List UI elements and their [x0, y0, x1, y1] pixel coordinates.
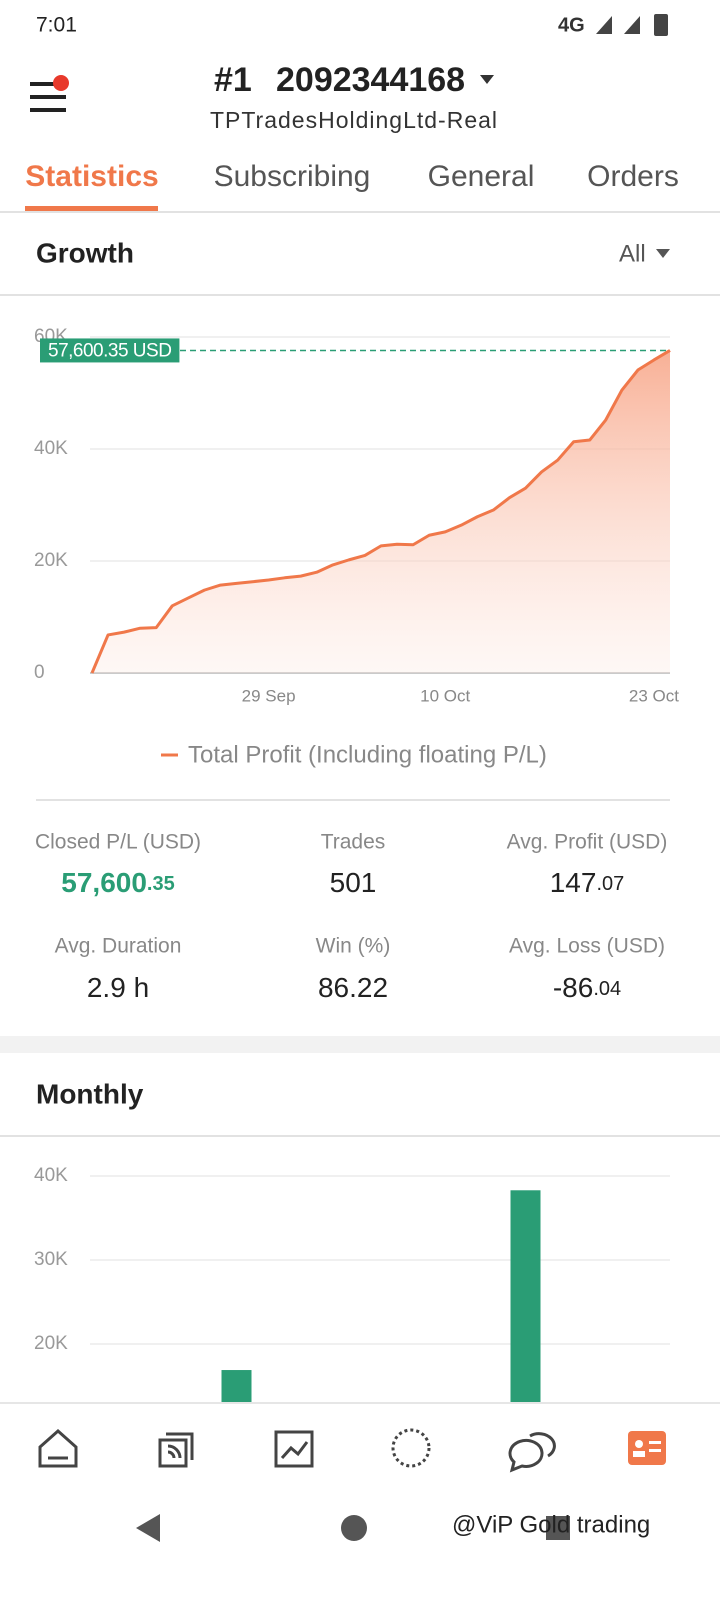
x-tick-label: 23 Oct [629, 686, 679, 705]
section-gap [0, 1036, 720, 1053]
stat-value: 147.07 [550, 867, 625, 898]
dropdown-arrow[interactable] [656, 249, 670, 258]
tab[interactable]: Subscribing [214, 160, 371, 193]
stat-value: 57,600.35 [61, 867, 174, 898]
stat-value-main: 2.9 h [87, 972, 149, 1003]
x-tick-label: 29 Sep [242, 686, 296, 705]
stat-value-fraction: .07 [596, 873, 624, 895]
line [90, 349, 671, 674]
stat-value-main: 86.22 [318, 972, 388, 1003]
tab[interactable]: General [428, 160, 535, 193]
account-rank: #1 [214, 61, 252, 99]
tab[interactable]: Statistics [25, 160, 158, 193]
server-name: TPTradesHoldingLtd-Real [210, 107, 498, 133]
nav-charts[interactable] [274, 1430, 314, 1468]
system-recents[interactable] [546, 1516, 570, 1540]
tab[interactable]: Orders [587, 160, 679, 193]
x-tick-label: 10 Oct [420, 686, 470, 705]
tab-indicator [25, 206, 158, 211]
dropdown-arrow[interactable] [480, 75, 494, 84]
stat-value: 86.22 [318, 972, 388, 1003]
stat-value-main: -86 [553, 972, 593, 1003]
stat-label: Trades [321, 831, 386, 854]
stat-value-fraction: .35 [147, 873, 175, 895]
stat-value-main: 57,600 [61, 867, 147, 898]
y-tick-label: 20K [34, 1333, 68, 1354]
nav-chat[interactable] [508, 1432, 556, 1473]
legend-label: Total Profit (Including floating P/L) [188, 741, 547, 768]
area [92, 350, 670, 673]
section-title: Growth [36, 237, 134, 268]
stat-label: Closed P/L (USD) [35, 831, 201, 854]
stat-value-fraction: .04 [593, 978, 621, 1000]
status-time: 7:01 [36, 14, 77, 37]
system-back[interactable] [136, 1514, 160, 1542]
account-number[interactable]: 2092344168 [276, 61, 465, 99]
stat-value-main: 147 [550, 867, 597, 898]
status-network: 4G [558, 14, 585, 36]
system-home[interactable] [341, 1515, 367, 1541]
stat-value: 2.9 h [87, 972, 149, 1003]
stat-value: 501 [330, 867, 377, 898]
y-tick-label: 40K [34, 1165, 68, 1186]
y-tick-label: 40K [34, 438, 68, 459]
stat-label: Win (%) [316, 935, 391, 958]
nav-profile[interactable] [628, 1431, 666, 1465]
reference-label-bg [40, 338, 180, 363]
stat-label: Avg. Profit (USD) [507, 831, 668, 854]
nav-home[interactable] [38, 1428, 78, 1468]
nav-signals[interactable] [158, 1432, 194, 1468]
range-filter[interactable]: All [619, 240, 646, 267]
stats-grid: Closed P/L (USD) 57,600.35 Trades 501 Avg. P… [35, 831, 667, 1004]
watermark: @ViP Gold trading [452, 1511, 650, 1538]
nav-explore[interactable] [391, 1428, 431, 1468]
y-tick-label: 30K [34, 1249, 68, 1270]
y-tick-label: 20K [34, 550, 68, 571]
menu-button[interactable] [30, 75, 69, 112]
y-tick-label: 0 [34, 662, 45, 683]
stat-label: Avg. Loss (USD) [509, 935, 665, 958]
stat-label: Avg. Duration [55, 935, 182, 958]
signal-icon [596, 16, 640, 34]
bottom-nav [0, 1403, 720, 1600]
stat-value-main: 501 [330, 867, 377, 898]
stat-value: -86.04 [553, 972, 621, 1003]
reference-label: 57,600.35 USD [48, 340, 171, 361]
battery-icon [654, 14, 668, 36]
section-title: Monthly [36, 1078, 144, 1109]
